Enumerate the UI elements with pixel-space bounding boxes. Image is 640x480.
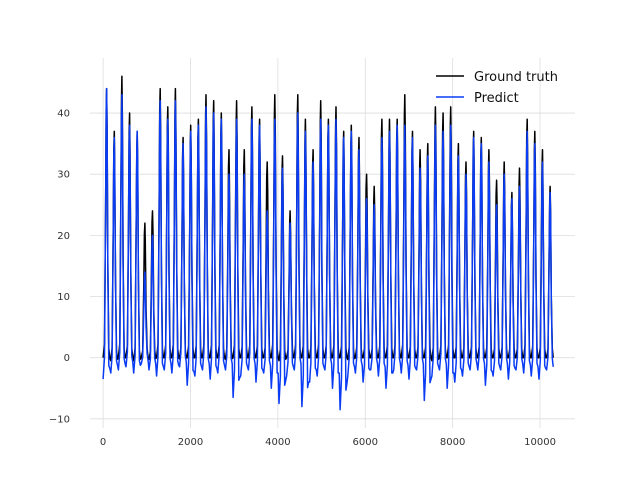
x-tick-label: 2000 [178,437,203,448]
x-tick-label: 6000 [353,437,378,448]
y-tick-label: 0 [64,353,70,364]
x-tick-label: 4000 [265,437,290,448]
x-tick-label: 8000 [440,437,465,448]
legend-label-predict: Predict [474,91,519,106]
series-line-predict [102,87,554,411]
y-tick-label: −10 [49,414,70,425]
series-lines [102,75,554,411]
y-tick-label: 10 [57,292,70,303]
x-tick-label: 10000 [524,437,556,448]
legend-label-ground-truth: Ground truth [474,70,558,85]
x-tick-label: 0 [100,437,106,448]
y-tick-label: 30 [57,170,70,181]
y-tick-label: 20 [57,231,70,242]
tick-labels: 0 2000 4000 6000 8000 10000 −10 0 10 20 30 40 [49,109,556,448]
y-tick-label: 40 [57,109,70,120]
legend: Ground truth Predict [436,70,558,106]
